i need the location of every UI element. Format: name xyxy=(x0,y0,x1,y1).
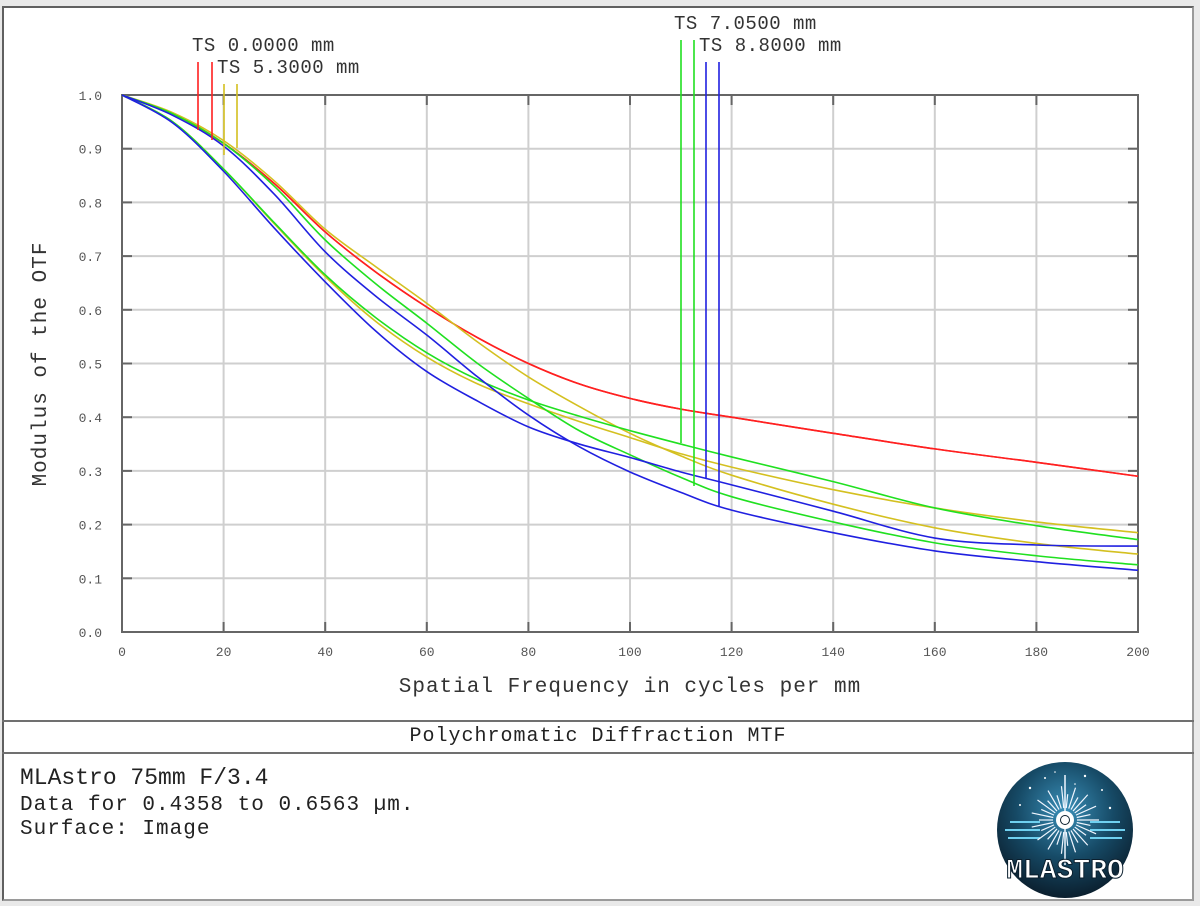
y-tick-label: 0.4 xyxy=(79,411,103,426)
x-tick-label: 120 xyxy=(720,645,743,660)
x-tick-label: 40 xyxy=(317,645,333,660)
x-tick-label: 160 xyxy=(923,645,946,660)
mtf-curve xyxy=(121,94,1139,566)
mtf-curve xyxy=(121,94,1139,547)
y-tick-label: 0.1 xyxy=(79,572,103,587)
y-tick-label: 0.0 xyxy=(79,626,102,641)
y-axis-label: Modulus of the OTF xyxy=(30,242,53,487)
chart-title: Polychromatic Diffraction MTF xyxy=(2,720,1194,754)
legend-label: TS 7.0500 mm xyxy=(674,13,817,35)
x-tick-label: 200 xyxy=(1126,645,1149,660)
mtf-curve xyxy=(121,94,1139,478)
x-tick-label: 0 xyxy=(118,645,126,660)
x-tick-label: 100 xyxy=(618,645,641,660)
mtf-curve xyxy=(121,94,1139,572)
legend-label: TS 8.8000 mm xyxy=(699,35,842,57)
mtf-curve xyxy=(121,94,1139,555)
mtf-chart: 0 20 40 60 80 100 120 140 160 180 200 0.0 0.1 0.2 0.3 0… xyxy=(30,13,1150,699)
x-tick-label: 20 xyxy=(216,645,232,660)
legend-label: TS 0.0000 mm xyxy=(192,35,335,57)
grid-lines xyxy=(122,95,1138,632)
y-tick-label: 0.7 xyxy=(79,250,102,265)
svg-text:MLASTRO: MLASTRO xyxy=(1006,856,1124,887)
surface-info: Surface: Image xyxy=(20,818,211,841)
axis-ticks: 0 20 40 60 80 100 120 140 160 180 200 0.0 0.1 0.2 0.3 0… xyxy=(79,89,1150,660)
legend-label: TS 5.3000 mm xyxy=(217,57,360,79)
x-tick-label: 140 xyxy=(821,645,844,660)
info-panel: MLAstro 75mm F/3.4 Data for 0.4358 to 0.… xyxy=(20,762,414,842)
x-tick-label: 180 xyxy=(1025,645,1048,660)
x-tick-label: 60 xyxy=(419,645,435,660)
y-tick-label: 0.6 xyxy=(79,304,102,319)
y-tick-label: 0.5 xyxy=(79,358,102,373)
mlastro-logo-icon: MLASTRO xyxy=(997,762,1133,898)
mtf-curve xyxy=(121,94,1139,541)
y-tick-label: 0.9 xyxy=(79,143,102,158)
y-tick-label: 0.8 xyxy=(79,196,102,211)
x-tick-label: 80 xyxy=(521,645,537,660)
field-markers xyxy=(197,40,720,507)
plot-window xyxy=(2,6,1194,901)
y-tick-label: 0.3 xyxy=(79,465,102,480)
y-tick-label: 1.0 xyxy=(79,89,102,104)
wavelength-info: Data for 0.4358 to 0.6563 µm. xyxy=(20,794,415,817)
x-axis-label: Spatial Frequency in cycles per mm xyxy=(399,676,861,699)
y-tick-label: 0.2 xyxy=(79,519,102,534)
mtf-curves xyxy=(121,94,1139,572)
lens-name: MLAstro 75mm F/3.4 xyxy=(20,765,269,791)
